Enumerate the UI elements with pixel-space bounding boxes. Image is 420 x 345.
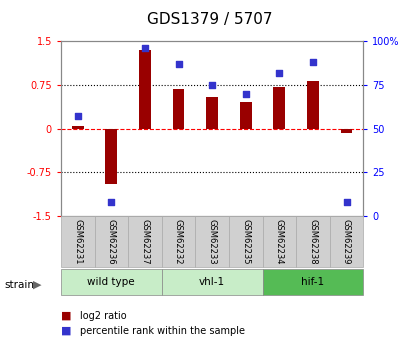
Bar: [61, 269, 162, 295]
Text: GSM62232: GSM62232: [174, 219, 183, 265]
Point: [343, 199, 350, 205]
Text: ■: ■: [61, 326, 71, 335]
Bar: [94, 216, 128, 267]
Text: log2 ratio: log2 ratio: [80, 311, 126, 321]
Bar: [128, 216, 162, 267]
Text: GSM62237: GSM62237: [140, 219, 150, 265]
Text: ▶: ▶: [33, 280, 41, 289]
Bar: [173, 89, 184, 128]
Bar: [330, 216, 363, 267]
Point: [74, 114, 81, 119]
Point: [142, 46, 148, 51]
Bar: [72, 126, 84, 128]
Bar: [240, 102, 252, 128]
Bar: [341, 128, 352, 133]
Bar: [139, 50, 151, 128]
Text: GDS1379 / 5707: GDS1379 / 5707: [147, 12, 273, 27]
Bar: [105, 128, 117, 184]
Bar: [262, 269, 363, 295]
Bar: [195, 216, 229, 267]
Point: [175, 61, 182, 67]
Text: vhl-1: vhl-1: [199, 277, 225, 287]
Point: [242, 91, 249, 96]
Bar: [262, 216, 296, 267]
Text: wild type: wild type: [87, 277, 135, 287]
Bar: [229, 216, 262, 267]
Text: GSM62239: GSM62239: [342, 219, 351, 265]
Text: percentile rank within the sample: percentile rank within the sample: [80, 326, 245, 335]
Bar: [206, 97, 218, 128]
Text: GSM62236: GSM62236: [107, 219, 116, 265]
Point: [310, 60, 316, 65]
Bar: [162, 216, 195, 267]
Text: GSM62238: GSM62238: [308, 219, 318, 265]
Bar: [162, 269, 262, 295]
Bar: [296, 216, 330, 267]
Bar: [307, 81, 319, 128]
Point: [209, 82, 215, 88]
Text: strain: strain: [4, 280, 34, 289]
Text: GSM62235: GSM62235: [241, 219, 250, 265]
Text: hif-1: hif-1: [301, 277, 325, 287]
Text: GSM62231: GSM62231: [73, 219, 82, 265]
Text: GSM62234: GSM62234: [275, 219, 284, 265]
Text: GSM62233: GSM62233: [207, 219, 217, 265]
Text: ■: ■: [61, 311, 71, 321]
Point: [276, 70, 283, 76]
Bar: [61, 216, 94, 267]
Bar: [273, 87, 285, 128]
Point: [108, 199, 115, 205]
